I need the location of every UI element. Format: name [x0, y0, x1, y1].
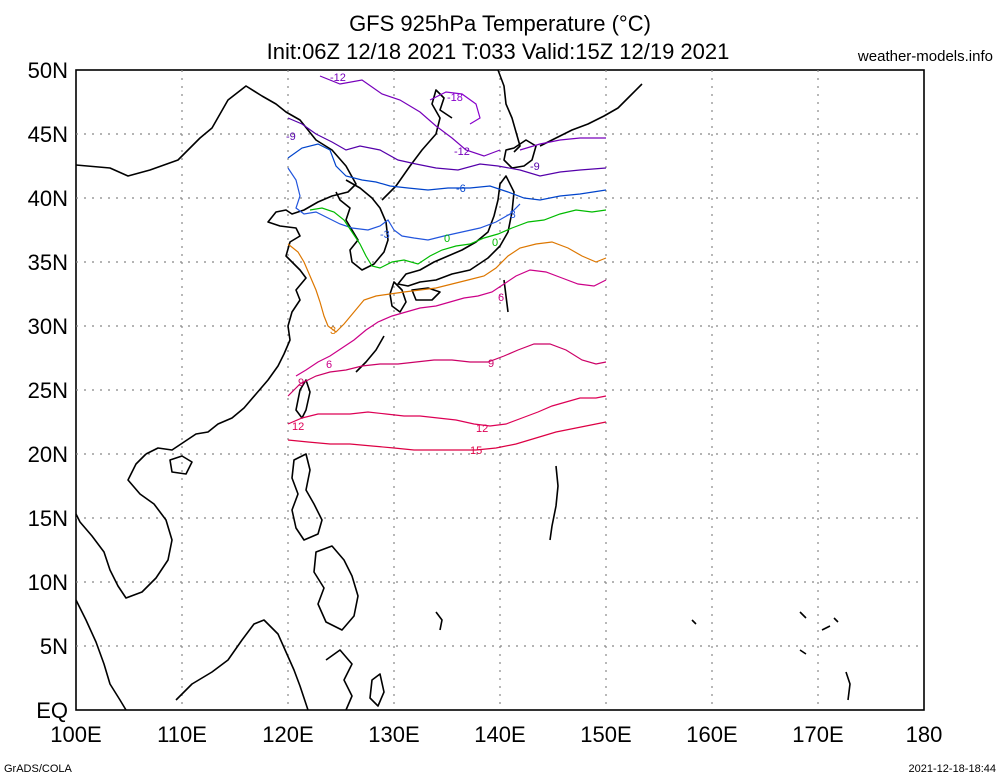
coastline-hainan: [169, 455, 193, 475]
coastline-ryukyu: [355, 335, 385, 373]
chart-title: GFS 925hPa Temperature (°C): [349, 11, 651, 36]
lat-label: 25N: [28, 378, 68, 403]
contour-label-neg6: -6: [456, 183, 466, 195]
contour-pos15: [287, 421, 607, 451]
contour-neg6: [287, 143, 607, 201]
coastlines: [75, 69, 851, 711]
lat-label: 5N: [40, 634, 68, 659]
lon-label: 110E: [157, 722, 207, 747]
coastline-borneo: [175, 619, 309, 711]
contour-neg12-east: [519, 137, 606, 151]
contour-neg12: [319, 75, 501, 157]
map-plot-area: -18 -12 -12 -9 -9 -6 -3 -3 0 0 3 6 6 9 9…: [75, 69, 925, 711]
contour-label-zero: 0: [444, 233, 450, 245]
lon-axis: 100E 110E 120E 130E 140E 150E 160E 170E …: [50, 722, 942, 747]
coastline-micronesia: [691, 611, 839, 655]
coastline-russia: [381, 89, 453, 201]
contour-label-pos6-b: 6: [498, 292, 504, 304]
lon-label: 160E: [686, 722, 737, 747]
contour-neg18: [429, 91, 481, 125]
coastline-korea: [335, 179, 389, 271]
coastline-mindanao: [313, 545, 359, 631]
coastline-marshall: [845, 671, 851, 701]
lat-label: 20N: [28, 442, 68, 467]
contour-pos9: [287, 343, 607, 397]
coastline-luzon: [291, 453, 323, 541]
contour-label-neg12: -12: [330, 72, 346, 84]
coastline-sulawesi: [325, 649, 353, 711]
contour-zero: [309, 207, 607, 269]
contour-label-neg9: -9: [286, 131, 296, 143]
coastline-taiwan: [295, 379, 311, 419]
lon-label: 150E: [580, 722, 631, 747]
lat-label: 50N: [28, 58, 68, 83]
lat-axis: 50N 45N 40N 35N 30N 25N 20N 15N 10N 5N E…: [28, 58, 68, 723]
lat-label: 45N: [28, 122, 68, 147]
coastline-indochina: [75, 453, 173, 599]
site-credit: weather-models.info: [857, 48, 993, 65]
lon-label: 120E: [262, 722, 313, 747]
lat-label: 40N: [28, 186, 68, 211]
lon-label: 180: [906, 722, 943, 747]
lon-label: 140E: [474, 722, 525, 747]
coastline-sakhalin: [497, 69, 521, 153]
contour-label-pos9: 9: [298, 377, 304, 389]
contour-neg3: [287, 167, 521, 241]
lat-label: 10N: [28, 570, 68, 595]
contour-pos3: [287, 241, 607, 333]
coastline-marianas: [549, 465, 559, 541]
contour-pos12: [287, 395, 607, 427]
contour-label-zero-b: 0: [492, 237, 498, 249]
lon-label: 130E: [368, 722, 419, 747]
lat-label: EQ: [36, 698, 68, 723]
contour-label-pos12-b: 12: [476, 423, 488, 435]
coastline-malaya: [75, 599, 127, 711]
coastline-palau: [435, 611, 443, 631]
lat-label: 15N: [28, 506, 68, 531]
contour-label-pos15: 15: [470, 445, 482, 457]
lat-label: 35N: [28, 250, 68, 275]
contour-pos6: [295, 269, 607, 377]
chart-subtitle: Init:06Z 12/18 2021 T:033 Valid:15Z 12/1…: [267, 39, 730, 64]
contour-label-neg9-b: -9: [530, 161, 540, 173]
contour-label-neg3: -3: [380, 229, 390, 241]
coastline-china: [75, 85, 357, 455]
temperature-contours: [287, 75, 607, 451]
contour-label-pos9-b: 9: [488, 358, 494, 370]
contour-label-pos3: 3: [330, 325, 336, 337]
footer-software: GrADS/COLA: [4, 763, 73, 775]
contour-label-neg3-b: -3: [506, 209, 516, 221]
coastline-shikoku: [411, 287, 441, 301]
contour-label-neg12-b: -12: [454, 146, 470, 158]
contour-neg9: [287, 117, 607, 177]
lat-label: 30N: [28, 314, 68, 339]
footer-timestamp: 2021-12-18-18:44: [909, 763, 996, 775]
contour-label-pos6: 6: [326, 359, 332, 371]
contour-label-pos12: 12: [292, 421, 304, 433]
coastline-hokkaido: [503, 139, 537, 169]
contour-labels: -18 -12 -12 -9 -9 -6 -3 -3 0 0 3 6 6 9 9…: [286, 72, 540, 457]
coastline-honshu: [397, 175, 515, 287]
coastline-halmahera: [369, 673, 385, 707]
coastline-kurils: [539, 83, 643, 147]
lon-grid: [181, 70, 819, 710]
lon-label: 100E: [50, 722, 101, 747]
lon-label: 170E: [792, 722, 843, 747]
coastline-izu-islands: [503, 279, 509, 313]
contour-label-neg18: -18: [447, 92, 463, 104]
